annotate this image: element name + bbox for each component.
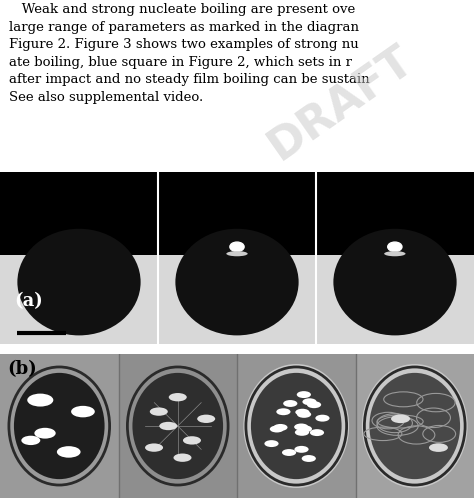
Ellipse shape: [391, 414, 410, 423]
Ellipse shape: [227, 251, 247, 256]
Ellipse shape: [307, 401, 321, 408]
Ellipse shape: [159, 422, 177, 430]
Ellipse shape: [169, 393, 187, 401]
Ellipse shape: [27, 393, 53, 406]
Ellipse shape: [14, 373, 105, 479]
Bar: [158, 172, 316, 254]
Bar: [237, 354, 356, 498]
Ellipse shape: [276, 408, 291, 415]
Ellipse shape: [183, 436, 201, 445]
Ellipse shape: [150, 407, 168, 416]
Ellipse shape: [243, 364, 349, 488]
Bar: [118, 354, 237, 498]
Ellipse shape: [21, 436, 40, 445]
Ellipse shape: [251, 373, 342, 479]
Text: (b): (b): [7, 360, 37, 378]
Ellipse shape: [315, 415, 329, 422]
Text: Weak and strong nucleate boiling are present ove
large range of parameters as ma: Weak and strong nucleate boiling are pre…: [9, 3, 370, 104]
Ellipse shape: [270, 426, 284, 432]
Ellipse shape: [294, 423, 309, 430]
Ellipse shape: [297, 411, 311, 418]
Bar: [0, 172, 158, 254]
Ellipse shape: [282, 449, 296, 456]
Bar: [0, 254, 158, 344]
Ellipse shape: [301, 455, 316, 462]
Bar: [316, 254, 474, 344]
Ellipse shape: [283, 400, 297, 407]
Ellipse shape: [295, 429, 309, 436]
Ellipse shape: [310, 429, 324, 436]
Ellipse shape: [71, 406, 95, 417]
Ellipse shape: [384, 251, 405, 256]
Ellipse shape: [294, 446, 309, 453]
Ellipse shape: [362, 364, 468, 488]
Ellipse shape: [57, 446, 81, 458]
Text: DRAFT: DRAFT: [261, 37, 422, 168]
Ellipse shape: [34, 428, 56, 439]
Bar: [356, 354, 474, 498]
Ellipse shape: [429, 443, 448, 452]
Ellipse shape: [18, 229, 141, 335]
Ellipse shape: [132, 373, 223, 479]
Ellipse shape: [295, 409, 310, 416]
Ellipse shape: [175, 229, 299, 335]
Ellipse shape: [298, 425, 312, 432]
Text: (a): (a): [14, 292, 43, 310]
Ellipse shape: [369, 373, 460, 479]
Ellipse shape: [273, 424, 288, 431]
Bar: [316, 172, 474, 254]
Bar: [158, 254, 316, 344]
Ellipse shape: [173, 454, 191, 462]
Bar: [0, 354, 118, 498]
Ellipse shape: [264, 440, 279, 447]
Ellipse shape: [302, 398, 317, 405]
Ellipse shape: [388, 242, 402, 251]
Ellipse shape: [230, 242, 244, 251]
Ellipse shape: [145, 443, 163, 452]
Ellipse shape: [333, 229, 456, 335]
Ellipse shape: [197, 415, 215, 423]
Ellipse shape: [297, 391, 311, 398]
